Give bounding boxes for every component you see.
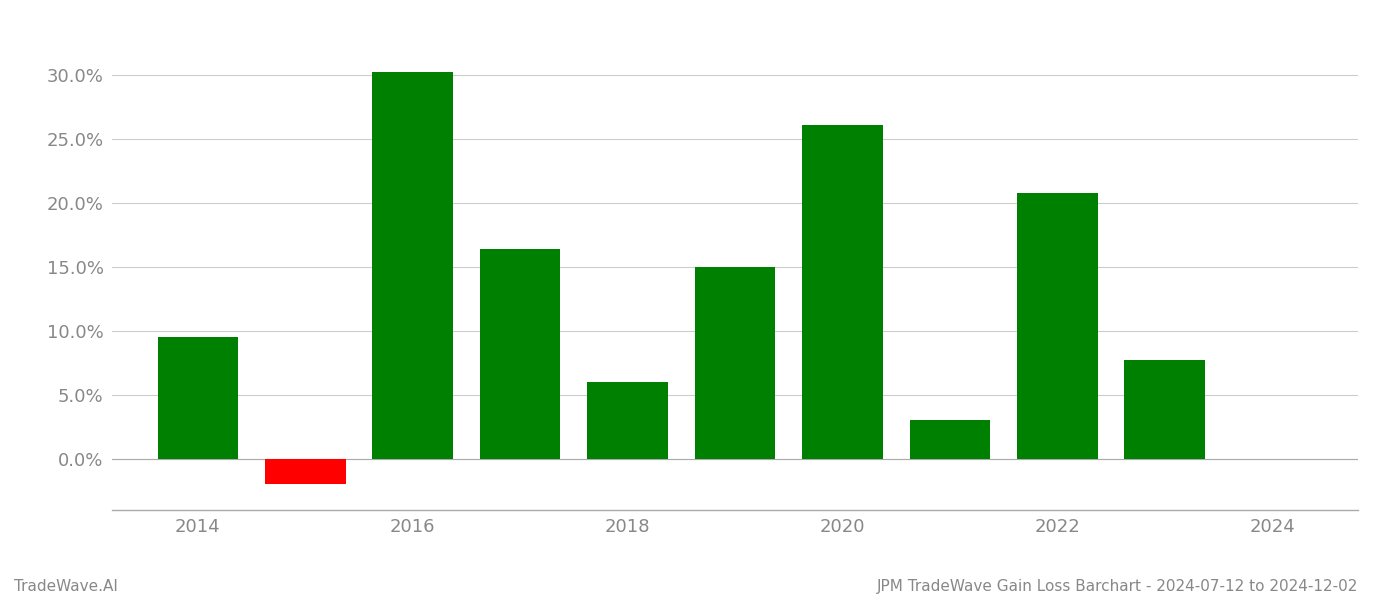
- Bar: [588, 382, 668, 459]
- Bar: [1124, 360, 1205, 459]
- Bar: [372, 72, 454, 459]
- Bar: [694, 267, 776, 459]
- Bar: [480, 249, 560, 459]
- Text: JPM TradeWave Gain Loss Barchart - 2024-07-12 to 2024-12-02: JPM TradeWave Gain Loss Barchart - 2024-…: [876, 579, 1358, 594]
- Bar: [158, 337, 238, 459]
- Text: TradeWave.AI: TradeWave.AI: [14, 579, 118, 594]
- Bar: [1016, 193, 1098, 459]
- Bar: [265, 459, 346, 484]
- Bar: [802, 125, 882, 459]
- Bar: [910, 421, 990, 459]
